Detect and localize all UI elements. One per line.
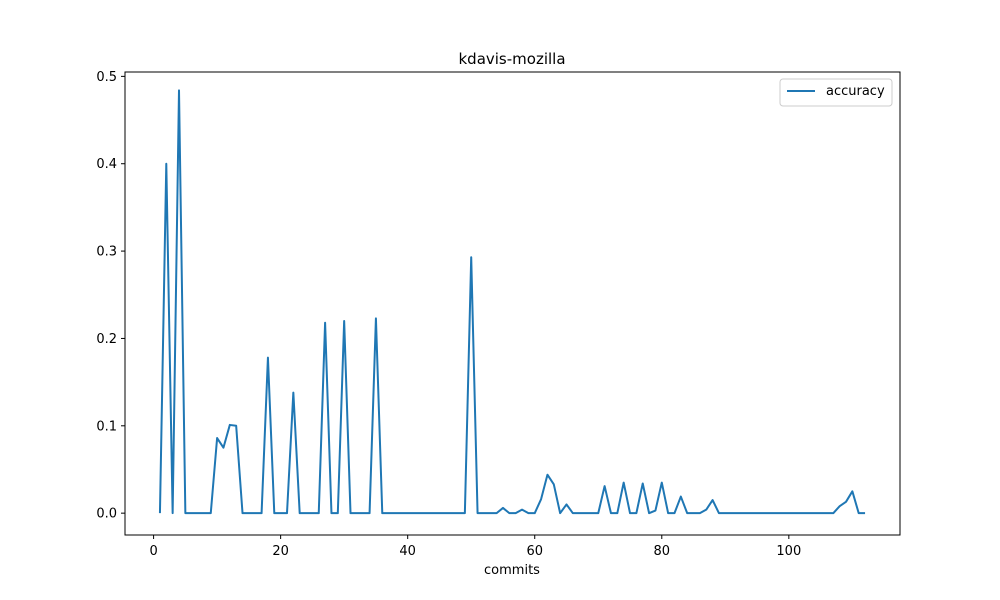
chart-title: kdavis-mozilla (458, 50, 565, 68)
x-tick-label: 0 (149, 544, 157, 559)
y-tick-label: 0.4 (96, 157, 117, 172)
legend-label-accuracy: accuracy (826, 84, 885, 99)
y-tick-label: 0.1 (96, 419, 117, 434)
legend-box (779, 78, 893, 107)
legend: accuracy (779, 78, 893, 107)
y-tick-label: 0.3 (96, 245, 117, 260)
y-tick-label: 0.0 (96, 507, 117, 522)
y-tick-label: 0.2 (96, 332, 117, 347)
x-tick-label: 100 (776, 544, 801, 559)
series-line-accuracy (158, 89, 866, 515)
axes-frame (124, 71, 901, 536)
x-axis-label: commits (484, 563, 540, 578)
x-tick-label: 60 (526, 544, 543, 559)
plot-area: 0 20 40 60 80 100 0.0 0.1 0.2 0.3 0.4 0.5 (96, 70, 901, 559)
x-tick-label: 20 (272, 544, 289, 559)
x-tick-label: 80 (654, 544, 671, 559)
y-tick-label: 0.5 (96, 70, 117, 85)
x-tick-label: 40 (399, 544, 416, 559)
